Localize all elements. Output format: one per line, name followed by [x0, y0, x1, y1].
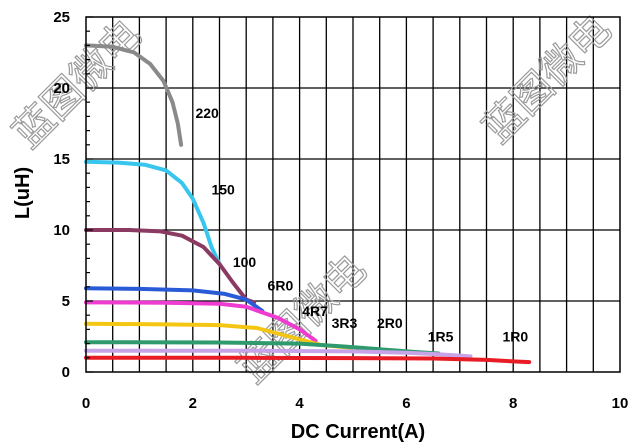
y-tick-label: 10: [53, 222, 70, 239]
curve-label-3R3: 3R3: [332, 315, 358, 331]
x-tick-label: 2: [189, 395, 197, 412]
x-tick-label: 0: [82, 395, 90, 412]
watermark: 蓝图微电: [475, 6, 621, 152]
plot-frame: [85, 16, 621, 373]
curve-label-4R7: 4R7: [302, 303, 328, 319]
series-line-1R5: [84, 348, 473, 359]
x-tick-label: 4: [295, 395, 304, 412]
y-tick-label: 5: [62, 293, 70, 310]
x-tick-label: 8: [509, 395, 517, 412]
curve-label-1R0: 1R0: [503, 328, 529, 344]
series-line-1R0: [84, 355, 532, 365]
curve-label-100: 100: [233, 254, 257, 270]
curve-label-6R0: 6R0: [268, 277, 294, 293]
x-tick-label: 10: [612, 395, 629, 412]
watermark: 蓝图微电: [5, 11, 151, 157]
series-line-4R7: [84, 300, 318, 343]
series-line-6R0: [84, 286, 265, 313]
series-layer: [84, 43, 532, 365]
x-axis-title: DC Current(A): [291, 421, 425, 443]
plot-grid: [86, 17, 620, 372]
y-tick-label: 20: [53, 80, 70, 97]
curve-label-150: 150: [211, 182, 235, 198]
series-line-220: [84, 43, 184, 147]
y-axis-title: L(uH): [12, 167, 34, 219]
curve-label-1R5: 1R5: [428, 328, 454, 344]
series-line-150: [84, 159, 222, 267]
x-tick-label: 6: [402, 395, 410, 412]
y-tick-label: 15: [53, 151, 70, 168]
curve-label-220: 220: [195, 105, 219, 121]
y-tick-label: 0: [62, 364, 70, 381]
curve-label-2R0: 2R0: [377, 315, 403, 331]
y-tick-label: 25: [53, 9, 70, 26]
series-line-100: [84, 228, 257, 305]
